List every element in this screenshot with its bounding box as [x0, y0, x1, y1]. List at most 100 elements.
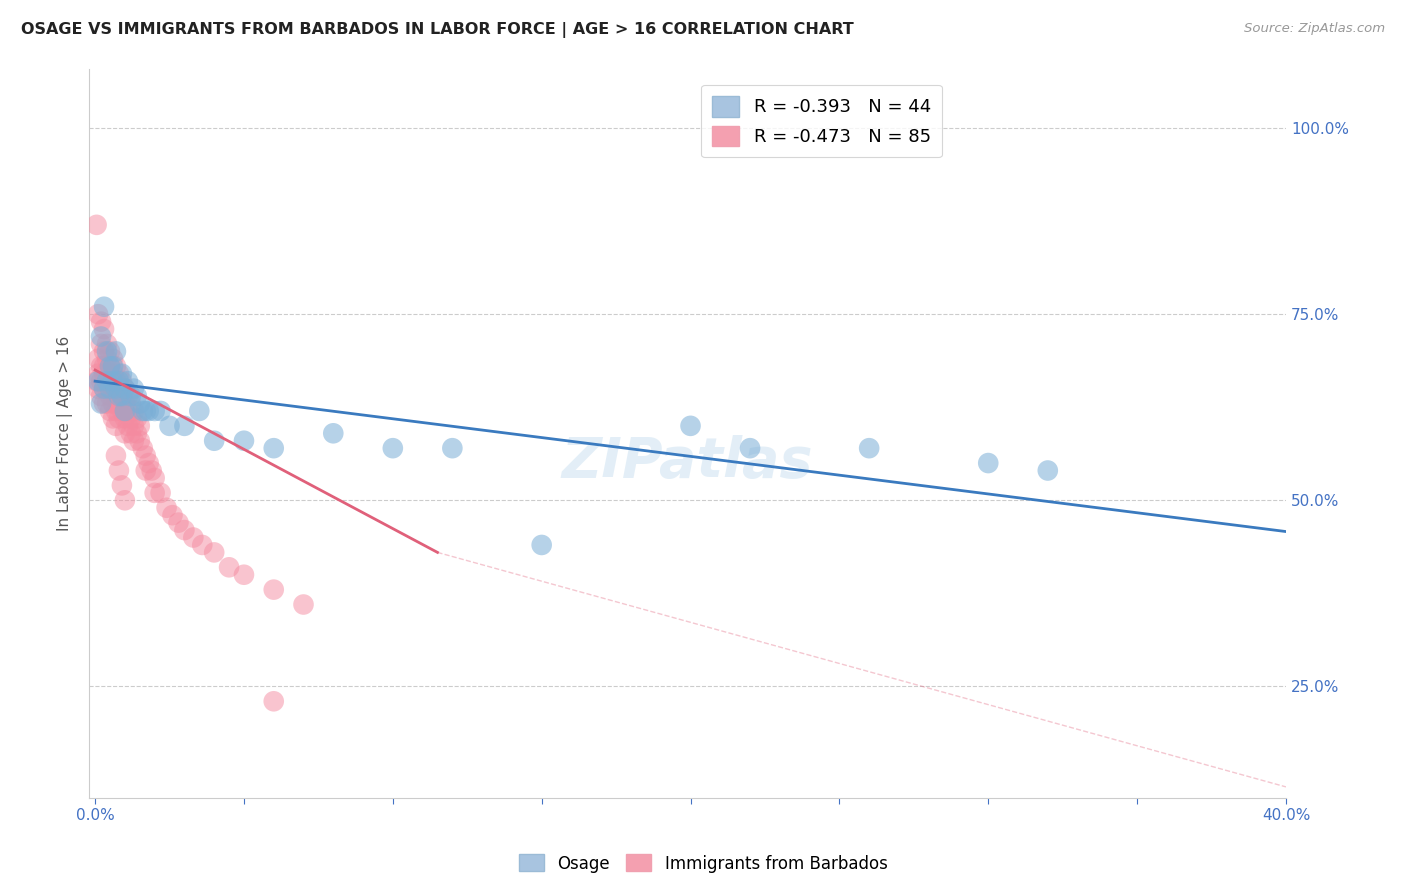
Point: [1036, 463, 1059, 477]
Point: [135, 449, 157, 463]
Point: [117, 374, 139, 388]
Point: [96, 382, 118, 396]
Point: [108, 411, 131, 425]
Point: [108, 367, 131, 381]
Point: [117, 389, 139, 403]
Point: [120, 389, 142, 403]
Point: [173, 523, 195, 537]
Point: [108, 463, 131, 477]
Point: [90, 389, 112, 403]
Point: [202, 434, 225, 448]
Point: [138, 404, 160, 418]
Point: [191, 538, 214, 552]
Text: ZIPatlas: ZIPatlas: [562, 435, 813, 490]
Point: [263, 694, 285, 708]
Point: [120, 411, 142, 425]
Point: [87, 374, 110, 388]
Point: [977, 456, 1000, 470]
Point: [858, 441, 880, 455]
Point: [101, 411, 124, 425]
Point: [128, 434, 150, 448]
Point: [263, 582, 285, 597]
Point: [132, 441, 155, 455]
Point: [86, 218, 108, 232]
Point: [90, 315, 112, 329]
Point: [233, 434, 256, 448]
Point: [122, 418, 145, 433]
Point: [98, 404, 121, 418]
Point: [96, 344, 118, 359]
Point: [155, 500, 177, 515]
Point: [87, 382, 110, 396]
Point: [104, 382, 127, 396]
Point: [111, 367, 134, 381]
Point: [93, 359, 115, 374]
Point: [114, 396, 136, 410]
Point: [132, 404, 155, 418]
Point: [98, 382, 121, 396]
Legend: R = -0.393   N = 44, R = -0.473   N = 85: R = -0.393 N = 44, R = -0.473 N = 85: [702, 85, 942, 157]
Point: [111, 389, 134, 403]
Point: [122, 404, 145, 418]
Point: [202, 545, 225, 559]
Point: [104, 344, 127, 359]
Point: [108, 374, 131, 388]
Point: [322, 426, 344, 441]
Point: [93, 344, 115, 359]
Point: [96, 374, 118, 388]
Point: [93, 367, 115, 381]
Point: [108, 396, 131, 410]
Point: [441, 441, 464, 455]
Point: [530, 538, 553, 552]
Point: [93, 382, 115, 396]
Point: [143, 471, 166, 485]
Point: [93, 322, 115, 336]
Point: [173, 418, 195, 433]
Point: [108, 389, 131, 403]
Point: [87, 351, 110, 366]
Point: [104, 404, 127, 418]
Y-axis label: In Labor Force | Age > 16: In Labor Force | Age > 16: [58, 335, 73, 531]
Text: OSAGE VS IMMIGRANTS FROM BARBADOS IN LABOR FORCE | AGE > 16 CORRELATION CHART: OSAGE VS IMMIGRANTS FROM BARBADOS IN LAB…: [21, 22, 853, 38]
Point: [111, 374, 134, 388]
Point: [135, 463, 157, 477]
Point: [93, 382, 115, 396]
Point: [120, 396, 142, 410]
Point: [141, 463, 163, 477]
Point: [104, 374, 127, 388]
Point: [114, 382, 136, 396]
Point: [90, 359, 112, 374]
Point: [108, 382, 131, 396]
Point: [679, 418, 702, 433]
Legend: Osage, Immigrants from Barbados: Osage, Immigrants from Barbados: [512, 847, 894, 880]
Point: [93, 300, 115, 314]
Point: [98, 389, 121, 403]
Point: [188, 404, 211, 418]
Point: [90, 374, 112, 388]
Point: [162, 508, 184, 523]
Point: [117, 418, 139, 433]
Point: [738, 441, 761, 455]
Point: [90, 337, 112, 351]
Point: [90, 396, 112, 410]
Point: [233, 567, 256, 582]
Point: [111, 478, 134, 492]
Point: [218, 560, 240, 574]
Point: [125, 426, 148, 441]
Point: [149, 404, 172, 418]
Point: [87, 367, 110, 381]
Point: [125, 411, 148, 425]
Point: [104, 389, 127, 403]
Point: [101, 396, 124, 410]
Point: [120, 426, 142, 441]
Point: [96, 351, 118, 366]
Point: [114, 426, 136, 441]
Point: [101, 367, 124, 381]
Point: [98, 359, 121, 374]
Point: [96, 337, 118, 351]
Point: [114, 404, 136, 418]
Text: Source: ZipAtlas.com: Source: ZipAtlas.com: [1244, 22, 1385, 36]
Point: [263, 441, 285, 455]
Point: [135, 404, 157, 418]
Point: [96, 367, 118, 381]
